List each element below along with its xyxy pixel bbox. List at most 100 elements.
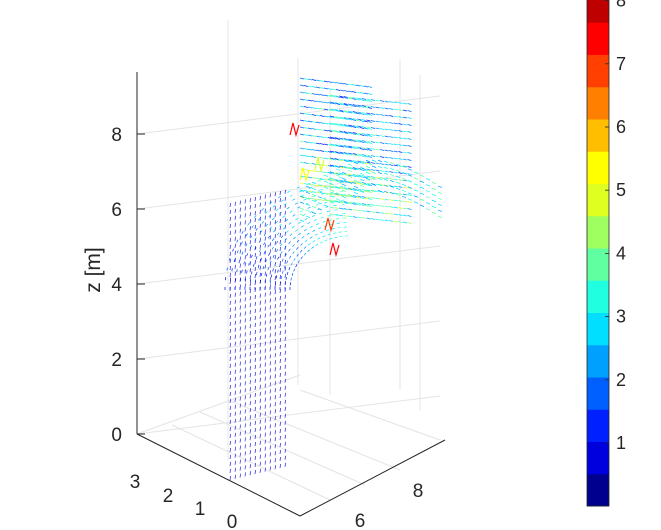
vector-arrow: [269, 396, 271, 401]
vector-arrow: [343, 174, 349, 176]
vector-arrow: [363, 162, 369, 165]
vector-arrow: [299, 154, 305, 157]
vector-arrow: [282, 270, 284, 274]
vector-arrow: [274, 458, 276, 463]
vector-arrow: [249, 296, 251, 301]
colorbar-segment: [587, 409, 609, 442]
vector-arrow: [276, 248, 279, 252]
vector-arrow: [319, 178, 325, 180]
vector-arrow: [323, 164, 329, 167]
vector-arrow: [323, 122, 329, 125]
vector-arrow: [264, 418, 266, 423]
vector-arrow: [398, 137, 403, 139]
vector-arrow: [380, 163, 385, 165]
vector-arrow: [327, 233, 331, 236]
vector-arrow: [269, 277, 271, 282]
vector-arrow: [323, 143, 329, 146]
vector-arrow: [264, 404, 266, 409]
grid-line: [227, 399, 401, 471]
vector-arrow: [398, 123, 403, 125]
vector-arrow: [259, 293, 261, 298]
colorbar-segment: [587, 280, 609, 313]
vector-arrow: [402, 186, 407, 189]
vector-arrow: [337, 227, 341, 229]
vector-arrow: [324, 201, 328, 204]
vector-arrow: [249, 380, 251, 385]
vector-arrow: [279, 337, 281, 343]
vector-arrow: [278, 195, 281, 199]
vector-arrow: [315, 204, 319, 206]
vector-arrow: [398, 221, 403, 223]
vector-arrow: [339, 82, 345, 85]
vector-arrow: [280, 199, 284, 202]
vector-arrow: [363, 120, 369, 123]
vector-arrow: [331, 81, 337, 84]
vector-arrow: [263, 233, 266, 236]
vector-arrow: [357, 216, 362, 219]
vector-arrow: [239, 473, 241, 478]
vector-arrow: [348, 138, 353, 141]
vector-arrow: [269, 347, 271, 352]
vector-arrow: [229, 230, 231, 236]
vector-arrow: [329, 206, 335, 209]
vector-arrow: [339, 201, 345, 204]
vector-arrow: [284, 322, 286, 327]
vector-arrow: [299, 105, 305, 108]
vector-arrow: [259, 447, 261, 452]
vector-arrow: [249, 429, 251, 434]
vector-arrow: [367, 184, 373, 186]
vector-arrow: [279, 316, 281, 322]
vector-arrow: [339, 130, 344, 133]
vector-arrow: [259, 433, 261, 438]
vector-arrow: [234, 425, 236, 430]
vector-arrow: [335, 174, 341, 177]
vector-arrow: [407, 174, 413, 177]
colorbar-segment: [587, 215, 609, 249]
vector-arrow: [286, 260, 289, 264]
vector-arrow: [291, 225, 295, 229]
vector-arrow: [244, 255, 246, 260]
vector-arrow: [319, 129, 325, 131]
vector-arrow: [239, 361, 241, 366]
vector-arrow: [239, 410, 241, 415]
vector-arrow: [357, 118, 362, 121]
vector-arrow: [269, 438, 271, 443]
vector-arrow: [303, 92, 309, 94]
vector-arrow: [280, 251, 283, 255]
vector-arrow: [244, 458, 246, 463]
vector-arrow: [234, 369, 236, 374]
vector-arrow: [269, 375, 271, 380]
vector-arrow: [389, 185, 394, 187]
vector-arrow: [284, 189, 286, 194]
vector-arrow: [401, 183, 407, 187]
vector-arrow: [343, 97, 349, 99]
vector-arrow: [274, 339, 276, 344]
vector-arrow: [259, 265, 261, 270]
vector-arrow: [329, 237, 333, 240]
vector-arrow: [370, 148, 376, 150]
vector-arrow: [339, 186, 344, 189]
vector-arrow: [339, 179, 344, 182]
vector-arrow: [348, 145, 353, 148]
vector-arrow: [229, 377, 231, 383]
vector-arrow: [402, 137, 407, 140]
vector-arrow: [375, 176, 380, 179]
vector-arrow: [279, 211, 281, 217]
vector-arrow: [299, 189, 305, 192]
y-tick-label: 3: [130, 472, 141, 493]
vector-arrow: [274, 374, 276, 379]
vector-arrow: [331, 95, 337, 98]
vector-arrow: [343, 194, 348, 196]
vector-arrow: [419, 174, 425, 177]
vector-arrow: [335, 145, 341, 147]
vector-arrow: [367, 100, 373, 102]
vector-arrow: [343, 167, 349, 169]
vector-arrow: [311, 163, 317, 165]
vector-arrow: [246, 270, 248, 274]
vector-arrow: [336, 218, 340, 220]
vector-arrow: [249, 359, 251, 364]
vector-arrow: [437, 197, 443, 200]
vector-arrow: [234, 411, 236, 416]
vector-arrow: [398, 179, 403, 181]
